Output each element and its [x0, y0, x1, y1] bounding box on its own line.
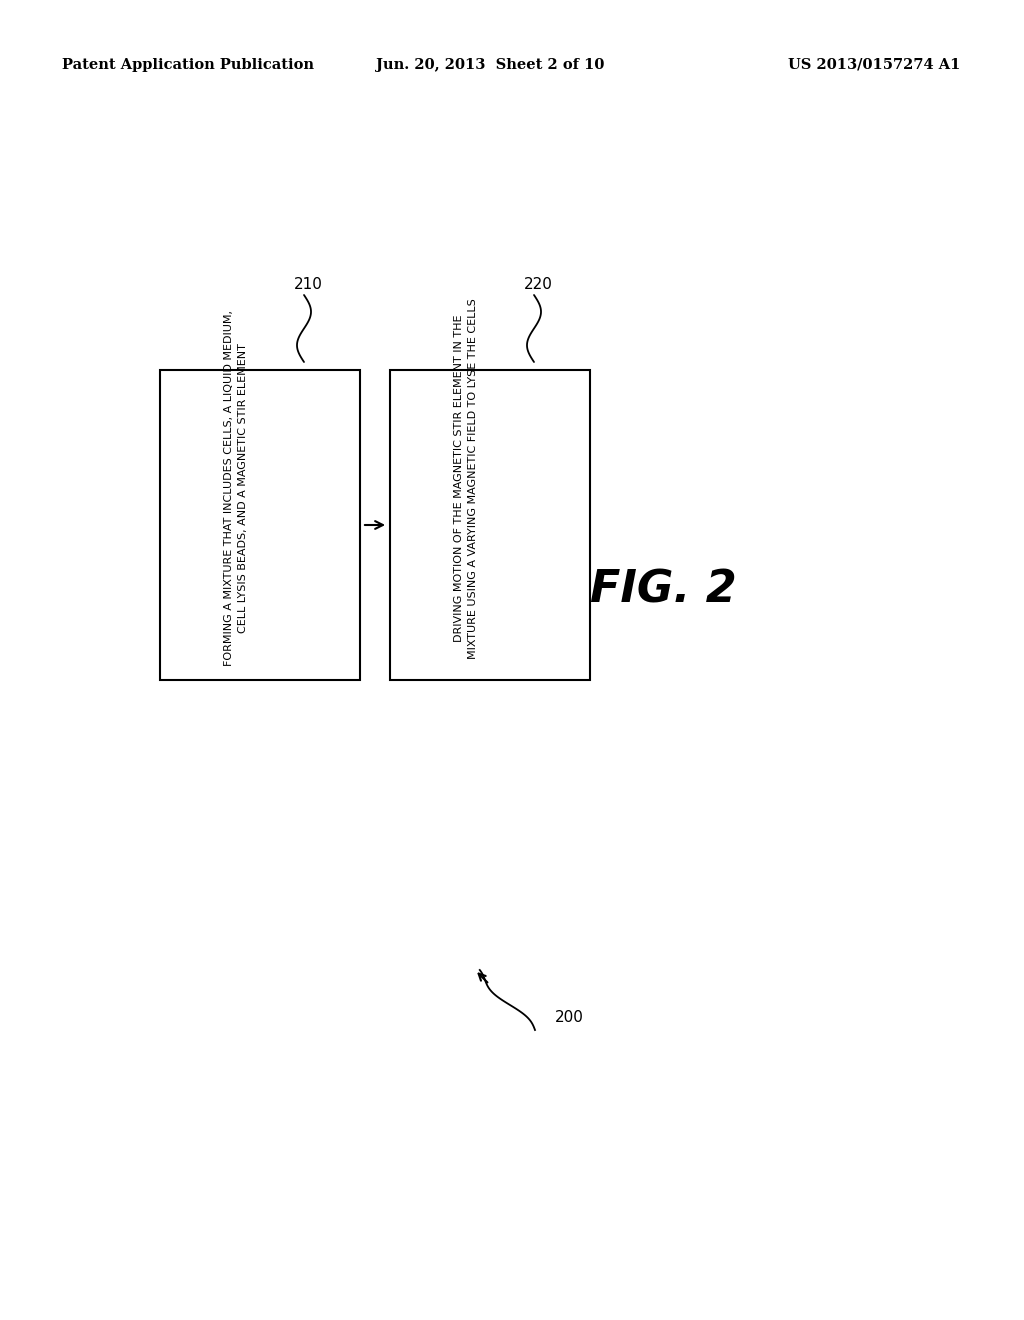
Text: 220: 220: [523, 277, 552, 292]
Text: US 2013/0157274 A1: US 2013/0157274 A1: [787, 58, 961, 73]
Text: FIG. 2: FIG. 2: [590, 569, 736, 611]
Text: FORMING A MIXTURE THAT INCLUDES CELLS, A LIQUID MEDIUM,
CELL LYSIS BEADS, AND A : FORMING A MIXTURE THAT INCLUDES CELLS, A…: [224, 310, 248, 665]
Text: Jun. 20, 2013  Sheet 2 of 10: Jun. 20, 2013 Sheet 2 of 10: [376, 58, 604, 73]
Text: Patent Application Publication: Patent Application Publication: [62, 58, 314, 73]
Text: 200: 200: [555, 1010, 584, 1026]
Text: 210: 210: [294, 277, 323, 292]
Bar: [160, 370, 360, 680]
Text: DRIVING MOTION OF THE MAGNETIC STIR ELEMENT IN THE
MIXTURE USING A VARYING MAGNE: DRIVING MOTION OF THE MAGNETIC STIR ELEM…: [455, 298, 477, 659]
Bar: [390, 370, 590, 680]
